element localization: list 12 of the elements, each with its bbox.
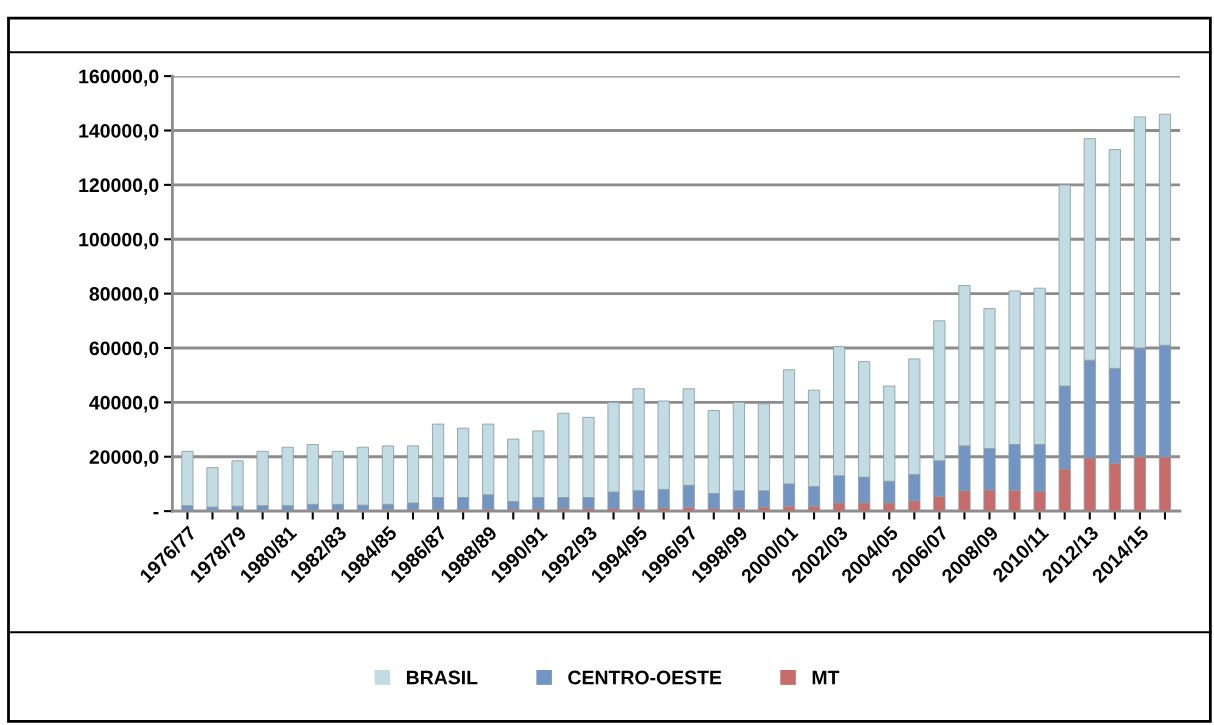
legend-label: BRASIL xyxy=(406,670,478,685)
legend-label: MT xyxy=(812,670,840,685)
y-tick-label: 40000,0 xyxy=(89,395,159,413)
y-tick-label: 100000,0 xyxy=(79,232,159,250)
y-tick-label: 120000,0 xyxy=(79,178,159,195)
y-tick-label: 160000,0 xyxy=(79,69,159,87)
y-tick-label: - xyxy=(153,511,159,515)
legend-label: CENTRO-OESTE xyxy=(568,670,722,685)
y-tick-label: 20000,0 xyxy=(89,450,159,467)
y-tick-label: 80000,0 xyxy=(89,287,159,304)
y-tick-label: 60000,0 xyxy=(89,341,159,359)
y-tick-label: 140000,0 xyxy=(79,123,159,141)
